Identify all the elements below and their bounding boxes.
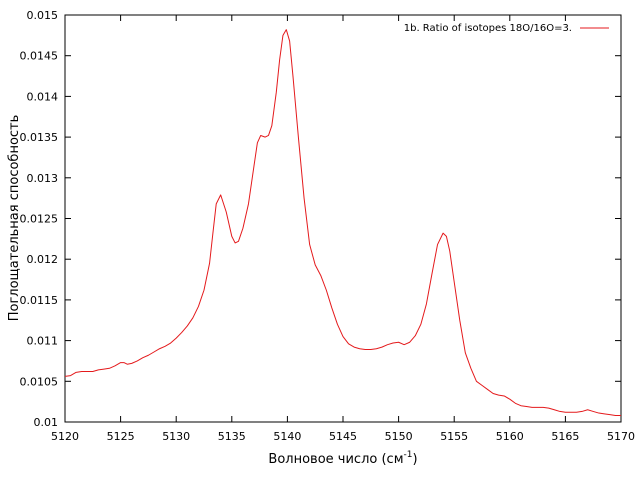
y-tick-label: 0.011	[27, 335, 59, 348]
x-axis-title: Волновое число (см-1)	[268, 450, 417, 467]
x-tick-label: 5160	[496, 430, 524, 443]
x-axis: 5120 5125 5130 5135 5140 5145 5150 5155 5160 5165…	[51, 15, 635, 443]
y-tick-label: 0.013	[27, 172, 59, 185]
y-axis: 0.01 0.0105 0.011 0.0115 0.012 0.0125 0.013 0.0…	[20, 9, 621, 429]
x-axis-title-close: )	[412, 452, 417, 467]
series-layer	[64, 29, 621, 416]
x-tick-label: 5155	[440, 430, 468, 443]
x-tick-label: 5140	[273, 430, 301, 443]
y-tick-label: 0.012	[27, 253, 59, 266]
x-axis-title-text: Волновое число (см	[268, 452, 403, 467]
y-tick-label: 0.01	[34, 416, 59, 429]
y-tick-label: 0.0145	[20, 50, 59, 63]
plot-frame	[64, 14, 622, 423]
x-tick-label: 5130	[162, 430, 190, 443]
legend-label: 1b. Ratio of isotopes 18O/16O=3.	[404, 23, 572, 34]
y-tick-label: 0.015	[27, 9, 59, 22]
y-tick-label: 0.0105	[20, 375, 59, 388]
y-tick-label: 0.0115	[20, 294, 59, 307]
x-tick-label: 5165	[551, 430, 579, 443]
x-tick-label: 5150	[385, 430, 413, 443]
y-tick-label: 0.014	[27, 90, 59, 103]
x-axis-title-superscript: -1	[404, 450, 413, 460]
x-tick-label: 5170	[607, 430, 635, 443]
series-line	[64, 29, 621, 416]
x-tick-label: 5145	[329, 430, 357, 443]
y-axis-title: Поглощательная способность	[7, 115, 22, 322]
y-tick-label: 0.0135	[20, 131, 59, 144]
y-tick-label: 0.0125	[20, 213, 59, 226]
x-tick-label: 5125	[107, 430, 135, 443]
x-tick-label: 5135	[218, 430, 246, 443]
x-tick-label: 5120	[51, 430, 79, 443]
legend: 1b. Ratio of isotopes 18O/16O=3.	[404, 23, 609, 34]
